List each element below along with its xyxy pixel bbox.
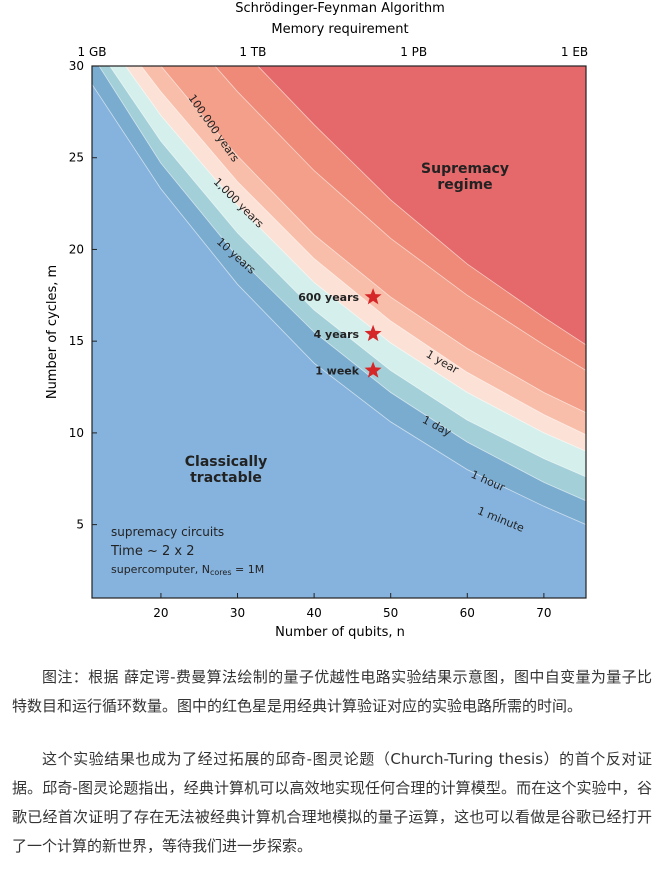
star-label: 600 years xyxy=(298,291,359,304)
top-axis-label: Memory requirement xyxy=(271,22,408,37)
legend-line-3-main: supercomputer, N xyxy=(111,563,210,576)
y-tick-label: 30 xyxy=(69,59,84,73)
legend-line-1: supremacy circuits xyxy=(111,525,224,539)
chart: Schrödinger-Feynman Algorithm Memory req… xyxy=(45,1,588,640)
y-tick-label: 10 xyxy=(69,426,84,440)
x-tick-label: 70 xyxy=(536,606,551,620)
y-tick-label: 5 xyxy=(76,518,84,532)
x-axis-label: Number of qubits, n xyxy=(275,625,405,640)
x-tick-label: 50 xyxy=(383,606,398,620)
body-paragraph: 这个实验结果也成为了经过拓展的邱奇-图灵论题（Church-Turing the… xyxy=(12,750,652,855)
time-bands xyxy=(92,66,586,525)
y-axis-label: Number of cycles, m xyxy=(45,265,60,399)
star-marker xyxy=(364,361,382,378)
supremacy-label-2: regime xyxy=(437,177,492,193)
legend-line-3: supercomputer, Ncores = 1M xyxy=(111,563,264,577)
x-tick-label: 20 xyxy=(153,606,168,620)
star-label: 1 week xyxy=(315,365,360,378)
band-supremacy-regime xyxy=(257,66,586,346)
classical-label-2: tractable xyxy=(190,470,262,486)
x-axis-ticks: 20 30 40 50 60 70 xyxy=(153,593,552,620)
top-tick-label: 1 EB xyxy=(561,45,588,59)
plot-frame xyxy=(91,65,587,599)
legend-line-3-rest: = 1M xyxy=(232,563,265,576)
chart-title: Schrödinger-Feynman Algorithm xyxy=(235,1,445,16)
x-tick-label: 40 xyxy=(306,606,321,620)
data-points: 600 years 4 years 1 week xyxy=(298,288,382,378)
figure-caption: 图注：根据 薛定谔-费曼算法绘制的量子优越性电路实验结果示意图，图中自变量为量子… xyxy=(12,668,652,715)
top-tick-label: 1 TB xyxy=(239,45,266,59)
star-marker xyxy=(364,288,382,305)
x-tick-label: 60 xyxy=(460,606,475,620)
y-tick-label: 15 xyxy=(69,334,84,348)
top-tick-label: 1 PB xyxy=(400,45,427,59)
star-marker xyxy=(364,324,382,342)
top-tick-label: 1 GB xyxy=(78,45,107,59)
legend-line-3-sub: cores xyxy=(210,568,232,577)
supremacy-label-1: Supremacy xyxy=(421,161,509,177)
y-tick-label: 20 xyxy=(69,242,84,256)
plot-area xyxy=(92,66,586,598)
star-label: 4 years xyxy=(314,328,360,341)
top-axis-ticks: 1 GB 1 TB 1 PB 1 EB xyxy=(78,45,588,71)
x-tick-label: 30 xyxy=(230,606,245,620)
y-axis-ticks: 5 10 15 20 25 30 xyxy=(69,59,97,532)
y-tick-label: 25 xyxy=(69,151,84,165)
legend-line-2: Time ~ 2 x 2 xyxy=(110,544,194,559)
classical-label-1: Classically xyxy=(185,454,267,470)
